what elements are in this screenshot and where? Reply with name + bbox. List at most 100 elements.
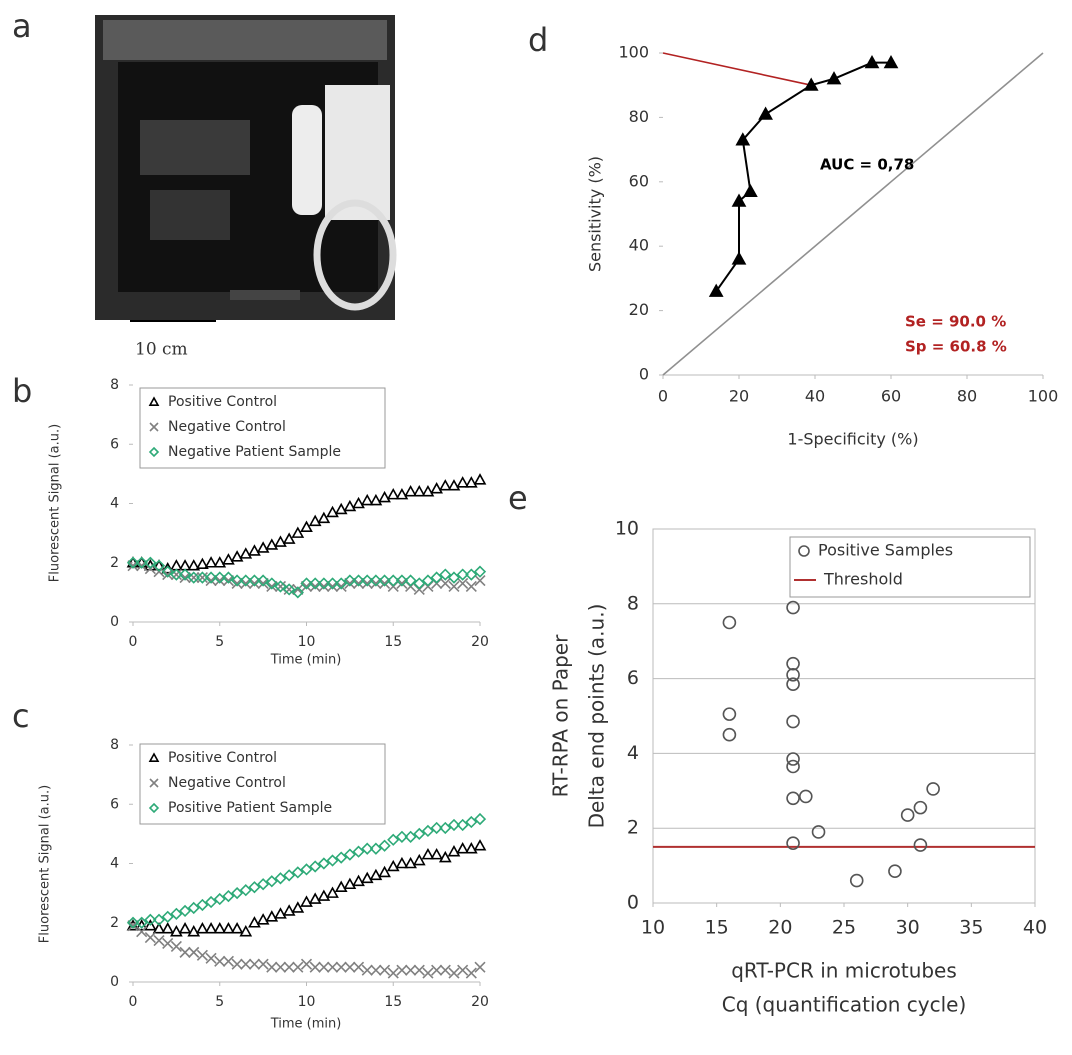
data-point — [786, 714, 800, 729]
data-point — [352, 496, 365, 509]
x-tick-label: 5 — [215, 634, 224, 650]
data-point — [161, 910, 174, 923]
panel-letter: a — [12, 7, 32, 45]
x-tick-label: 35 — [959, 917, 983, 939]
data-point — [456, 476, 470, 488]
legend-marker — [148, 752, 160, 762]
data-point — [343, 848, 357, 861]
y-tick-label: 6 — [110, 796, 119, 812]
plot-frame — [652, 528, 1036, 904]
y-tick-label: 40 — [629, 236, 649, 255]
data-point — [152, 913, 166, 926]
data-point — [448, 580, 460, 593]
data-point — [803, 77, 819, 91]
x-tick-label: 20 — [471, 994, 489, 1010]
data-point — [162, 937, 174, 950]
data-point — [196, 949, 208, 961]
data-point — [300, 895, 313, 907]
data-point — [448, 967, 460, 979]
legend-label: Positive Patient Sample — [168, 800, 332, 816]
data-point — [413, 577, 426, 590]
data-point — [344, 961, 356, 973]
data-point — [317, 857, 330, 870]
data-point — [722, 727, 737, 742]
data-point — [334, 502, 348, 515]
data-point — [447, 818, 461, 832]
data-point — [170, 924, 183, 937]
y-tick-label: 10 — [615, 518, 639, 540]
legend-label: Negative Patient Sample — [168, 444, 341, 460]
x-tick-label: 20 — [471, 634, 489, 650]
data-point — [456, 842, 470, 854]
data-point — [378, 839, 391, 852]
data-point — [404, 485, 417, 497]
data-point — [456, 818, 469, 832]
photo — [95, 15, 397, 320]
scale-label: 10 cm — [135, 340, 188, 360]
x-tick-label: 15 — [705, 917, 729, 939]
data-point — [369, 493, 383, 506]
data-point — [274, 580, 287, 593]
data-point — [412, 485, 426, 497]
data-point — [274, 872, 287, 885]
annotation: Se = 90.0 % — [905, 313, 1006, 331]
reference-line — [662, 52, 1044, 376]
data-point — [204, 922, 218, 934]
data-point — [335, 851, 348, 864]
data-point — [352, 845, 365, 858]
data-point — [361, 842, 374, 855]
data-point — [370, 964, 382, 976]
data-point — [170, 559, 183, 571]
y-tick-label: 80 — [629, 107, 649, 126]
legend-box — [139, 743, 386, 825]
data-point — [213, 571, 226, 584]
data-point — [153, 934, 165, 947]
x-axis-label: qRT-PCR in microtubes — [731, 959, 957, 983]
data-point — [291, 586, 304, 599]
data-point — [722, 615, 737, 630]
data-point — [196, 557, 209, 570]
x-tick-label: 60 — [881, 387, 901, 406]
data-point — [430, 847, 443, 860]
data-point — [405, 964, 417, 976]
data-point — [300, 577, 313, 590]
data-point — [266, 961, 278, 973]
data-point — [230, 886, 244, 900]
panel-letter: d — [528, 21, 548, 59]
data-point — [213, 556, 227, 568]
series-line — [715, 61, 891, 292]
x-tick-label: 10 — [298, 634, 316, 650]
data-point — [473, 839, 487, 851]
data-point — [161, 565, 174, 578]
data-point — [473, 812, 487, 826]
data-point — [731, 193, 747, 207]
data-point — [126, 556, 140, 569]
legend-box — [789, 536, 1031, 598]
data-point — [317, 577, 330, 590]
panel-letter: c — [12, 697, 30, 735]
data-point — [135, 916, 148, 929]
data-point — [335, 961, 347, 973]
y-axis-label: Sensitivity (%) — [586, 156, 605, 272]
legend-marker — [148, 802, 160, 814]
data-point — [404, 856, 417, 869]
y-tick-label: 100 — [618, 43, 649, 62]
data-point — [300, 958, 313, 970]
data-point — [283, 961, 295, 973]
x-tick-label: 30 — [896, 917, 920, 939]
data-point — [170, 907, 183, 920]
legend-label: Positive Control — [168, 394, 277, 410]
power-box — [325, 85, 390, 220]
data-point — [430, 571, 443, 584]
data-point — [447, 571, 461, 584]
data-point — [162, 569, 174, 581]
data-point — [196, 571, 209, 584]
data-point — [239, 884, 252, 897]
data-point — [421, 574, 435, 587]
data-point — [430, 821, 443, 835]
y-tick-label: 8 — [110, 737, 119, 753]
data-point — [811, 825, 826, 839]
data-point — [300, 520, 313, 532]
data-point — [386, 487, 400, 500]
